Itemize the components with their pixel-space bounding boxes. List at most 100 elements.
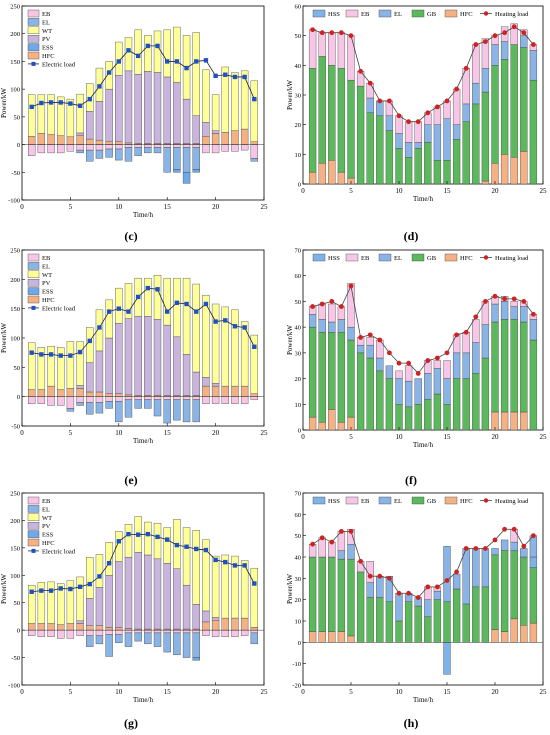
legend-label-gb: GB	[427, 498, 437, 505]
y-tick-label: -20	[292, 683, 301, 690]
bar-wt-t7	[86, 556, 94, 599]
bar-wt-t16	[173, 277, 181, 338]
bar-hfc-t3	[47, 385, 55, 397]
bar-eb-t11	[124, 144, 133, 148]
bar-el-t6	[76, 149, 84, 154]
legend-swatch	[27, 530, 40, 538]
bar-pv-t18	[192, 371, 200, 396]
bar-el-t12	[134, 399, 142, 409]
bar-el-t16	[173, 399, 181, 421]
bar-wt-t19	[202, 539, 210, 612]
legend-swatch	[345, 253, 359, 262]
bar-el-t9	[105, 634, 113, 657]
bar-pv-t8	[95, 587, 104, 626]
bar-eb-t12	[134, 629, 142, 634]
bar-pv-t10	[115, 75, 123, 142]
load-point-t21	[502, 30, 507, 36]
bar-hfc-t5	[66, 623, 75, 631]
bar-pv-t16	[173, 336, 181, 396]
bar-wt-t15	[163, 527, 171, 564]
bar-wt-t1	[27, 584, 36, 624]
load-point-t21	[502, 296, 507, 302]
bar-eb-t8	[95, 629, 104, 636]
bar-el-t2	[318, 319, 326, 333]
load-point-t2	[39, 100, 44, 106]
bar-gb-t5	[347, 339, 355, 418]
x-tick-label: 15	[444, 433, 452, 441]
panel-label-c: (c)	[124, 229, 138, 243]
bar-eb-t5	[66, 144, 75, 152]
bar-wt-t24	[250, 334, 259, 394]
load-point-t16	[174, 542, 180, 548]
load-point-t6	[358, 335, 363, 340]
bar-ess-t18	[192, 657, 200, 661]
load-point-t14	[155, 534, 160, 540]
bar-hfc-t1	[308, 171, 317, 185]
bar-eb-t23	[240, 629, 249, 636]
load-point-t1	[29, 350, 34, 355]
load-point-t14	[435, 104, 440, 110]
x-tick-label: 10	[396, 688, 404, 696]
bar-el-t24	[250, 158, 259, 162]
load-point-t13	[425, 110, 431, 116]
bar-el-t16	[173, 147, 181, 170]
load-point-t11	[406, 590, 411, 596]
x-tick-label: 5	[69, 203, 73, 211]
y-tick-label: -100	[8, 198, 20, 205]
bar-wt-t14	[153, 522, 162, 560]
bar-eb-t17	[182, 396, 191, 400]
bar-hfc-t20	[491, 629, 499, 643]
bar-eb-t12	[134, 396, 142, 400]
bar-wt-t19	[202, 294, 210, 378]
bar-hfc-t6	[76, 623, 84, 631]
bar-pv-t19	[202, 610, 210, 623]
y-tick-label: 200	[10, 277, 20, 284]
chart-e: 0 5 10 15 20 25-50050100150200250Time/hPower/…	[0, 248, 268, 446]
bar-eb-t2	[318, 537, 326, 558]
x-tick-label: 10	[396, 187, 404, 195]
x-tick-label: 25	[540, 433, 548, 441]
legend: HSS EB EL GB HFC Heating load	[312, 253, 529, 262]
bar-gb-t23	[520, 47, 528, 152]
legend-swatch	[483, 11, 489, 16]
load-point-t1	[29, 104, 34, 110]
bar-eb-t3	[47, 396, 55, 406]
bar-el-t15	[443, 378, 451, 405]
bar-wt-t9	[105, 542, 113, 576]
bar-el-t16	[452, 352, 461, 379]
y-tick-label: 150	[10, 59, 20, 66]
bar-el-t20	[491, 44, 499, 66]
load-point-t14	[435, 355, 440, 361]
bar-wt-t4	[57, 96, 65, 136]
bar-el-t16	[173, 632, 181, 656]
bar-eb-t21	[221, 144, 229, 152]
bar-pv-t10	[115, 323, 123, 394]
bar-gb-t17	[462, 603, 470, 643]
bar-eb-t24	[250, 144, 259, 159]
y-tick-label: -10	[292, 661, 301, 668]
bar-hfc-t3	[47, 134, 55, 145]
bar-el-t18	[472, 548, 480, 588]
y-tick-label: 30	[295, 350, 302, 357]
bar-gb-t21	[500, 59, 509, 155]
bar-gb-t9	[385, 130, 394, 185]
bar-el-t17	[462, 352, 470, 379]
bar-wt-t4	[57, 347, 65, 390]
legend-label-hfc: HFC	[42, 53, 55, 60]
bar-gb-t6	[356, 85, 365, 185]
bar-hfc-t24	[250, 627, 259, 631]
bar-wt-t24	[250, 567, 259, 628]
load-point-t18	[194, 546, 199, 552]
load-point-t5	[348, 33, 354, 39]
bar-wt-t10	[115, 531, 123, 562]
bar-eb-t1	[27, 629, 36, 636]
bar-pv-t13	[144, 316, 152, 396]
bar-gb-t22	[510, 319, 518, 413]
bar-eb-t16	[173, 629, 181, 634]
bar-wt-t10	[115, 287, 123, 324]
bar-pv-t18	[192, 115, 200, 144]
bar-el-t1	[308, 314, 317, 328]
bar-pv-t16	[173, 82, 181, 144]
bar-eb-t3	[328, 32, 336, 66]
